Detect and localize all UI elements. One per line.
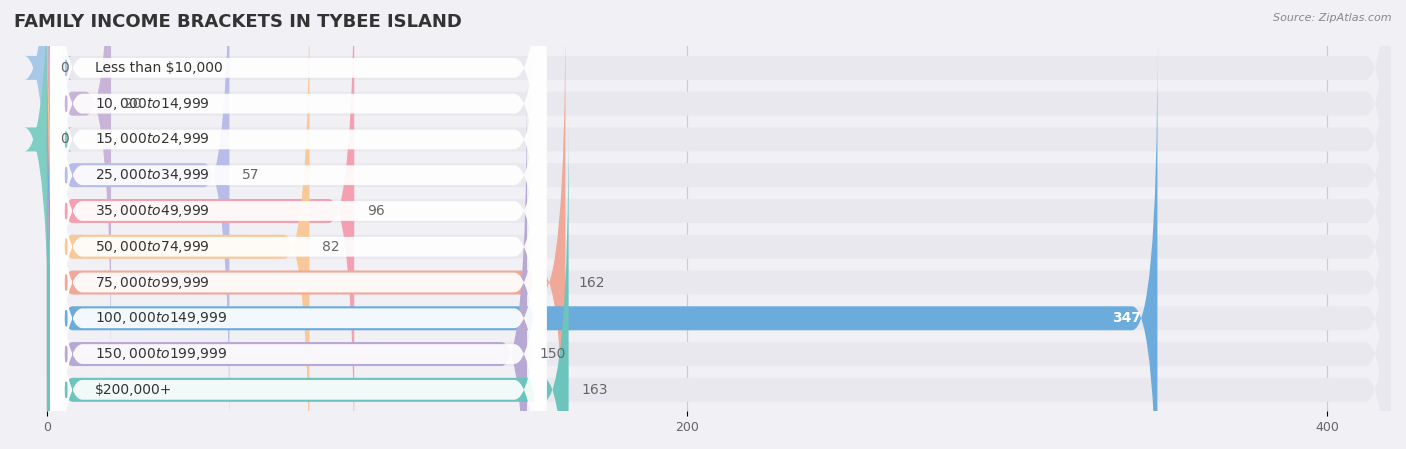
Text: 0: 0 bbox=[60, 132, 69, 146]
Text: FAMILY INCOME BRACKETS IN TYBEE ISLAND: FAMILY INCOME BRACKETS IN TYBEE ISLAND bbox=[14, 13, 463, 31]
FancyBboxPatch shape bbox=[46, 0, 111, 378]
FancyBboxPatch shape bbox=[46, 0, 1391, 449]
FancyBboxPatch shape bbox=[51, 0, 547, 449]
Text: 57: 57 bbox=[242, 168, 260, 182]
FancyBboxPatch shape bbox=[46, 44, 1157, 449]
Text: $15,000 to $24,999: $15,000 to $24,999 bbox=[96, 132, 209, 147]
FancyBboxPatch shape bbox=[24, 0, 73, 414]
Text: $150,000 to $199,999: $150,000 to $199,999 bbox=[96, 346, 228, 362]
Text: $25,000 to $34,999: $25,000 to $34,999 bbox=[96, 167, 209, 183]
FancyBboxPatch shape bbox=[51, 0, 547, 416]
Text: 347: 347 bbox=[1112, 311, 1142, 325]
Text: 150: 150 bbox=[540, 347, 567, 361]
FancyBboxPatch shape bbox=[46, 44, 1391, 449]
FancyBboxPatch shape bbox=[46, 80, 527, 449]
Text: 162: 162 bbox=[578, 276, 605, 290]
FancyBboxPatch shape bbox=[51, 0, 547, 449]
FancyBboxPatch shape bbox=[46, 116, 568, 449]
FancyBboxPatch shape bbox=[51, 0, 547, 449]
FancyBboxPatch shape bbox=[46, 0, 1391, 378]
FancyBboxPatch shape bbox=[24, 0, 73, 342]
FancyBboxPatch shape bbox=[46, 0, 229, 449]
FancyBboxPatch shape bbox=[51, 0, 547, 449]
FancyBboxPatch shape bbox=[46, 80, 1391, 449]
Text: 163: 163 bbox=[582, 383, 607, 397]
Text: $10,000 to $14,999: $10,000 to $14,999 bbox=[96, 96, 209, 112]
Text: $200,000+: $200,000+ bbox=[96, 383, 173, 397]
Text: 96: 96 bbox=[367, 204, 385, 218]
FancyBboxPatch shape bbox=[46, 0, 354, 449]
Text: 0: 0 bbox=[60, 61, 69, 75]
FancyBboxPatch shape bbox=[46, 9, 1391, 449]
FancyBboxPatch shape bbox=[46, 9, 565, 449]
FancyBboxPatch shape bbox=[51, 0, 547, 449]
Text: $50,000 to $74,999: $50,000 to $74,999 bbox=[96, 239, 209, 255]
Text: $75,000 to $99,999: $75,000 to $99,999 bbox=[96, 274, 209, 291]
Text: $100,000 to $149,999: $100,000 to $149,999 bbox=[96, 310, 228, 326]
FancyBboxPatch shape bbox=[46, 0, 1391, 414]
Text: 20: 20 bbox=[124, 97, 141, 110]
FancyBboxPatch shape bbox=[51, 0, 547, 449]
Text: $35,000 to $49,999: $35,000 to $49,999 bbox=[96, 203, 209, 219]
Text: 82: 82 bbox=[322, 240, 340, 254]
FancyBboxPatch shape bbox=[46, 0, 1391, 449]
FancyBboxPatch shape bbox=[46, 0, 1391, 342]
FancyBboxPatch shape bbox=[51, 42, 547, 449]
FancyBboxPatch shape bbox=[51, 0, 547, 449]
FancyBboxPatch shape bbox=[46, 0, 309, 449]
FancyBboxPatch shape bbox=[51, 6, 547, 449]
FancyBboxPatch shape bbox=[46, 0, 1391, 449]
Text: Source: ZipAtlas.com: Source: ZipAtlas.com bbox=[1274, 13, 1392, 23]
FancyBboxPatch shape bbox=[46, 116, 1391, 449]
Text: Less than $10,000: Less than $10,000 bbox=[96, 61, 222, 75]
